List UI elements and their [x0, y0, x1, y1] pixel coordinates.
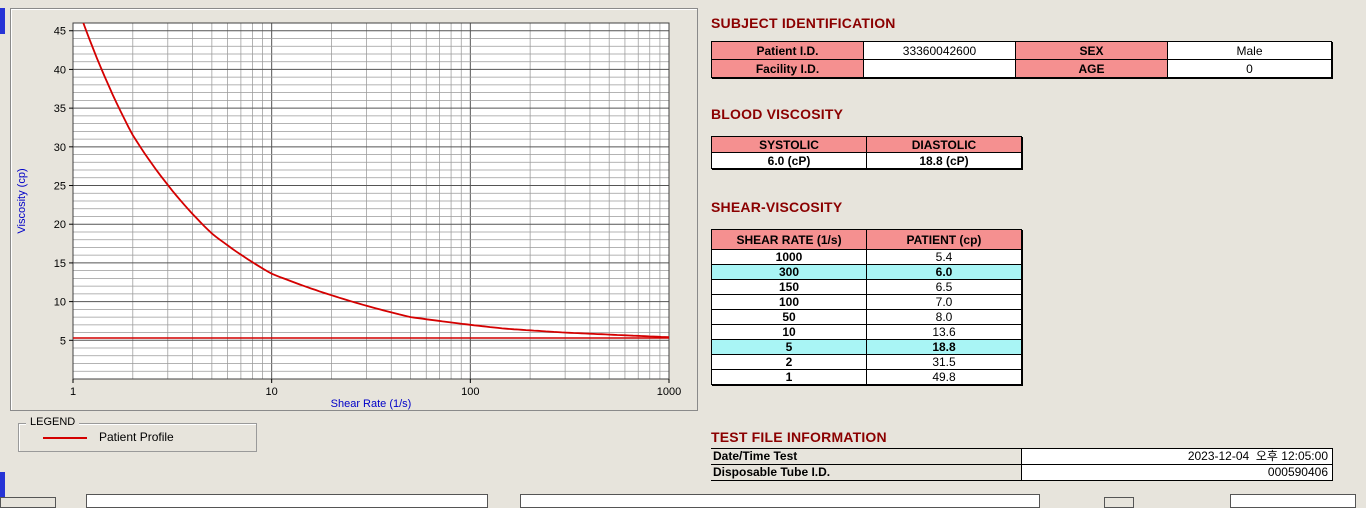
- age-label: AGE: [1015, 59, 1168, 78]
- svg-text:1000: 1000: [657, 386, 681, 398]
- table-row: 300 6.0: [711, 264, 1022, 280]
- viscosity-cell: 18.8: [866, 339, 1022, 355]
- viscosity-cell: 5.4: [866, 249, 1022, 265]
- viscosity-cell: 6.0: [866, 264, 1022, 280]
- window-edge-accent: [0, 8, 5, 34]
- shear-rate-header: SHEAR RATE (1/s): [711, 229, 867, 250]
- table-row: 1 49.8: [711, 369, 1022, 385]
- patient-cp-header: PATIENT (cp): [866, 229, 1022, 250]
- patient-id-label: Patient I.D.: [711, 41, 864, 60]
- viscosity-chart: 5 10 15 20 25 30 35 40 45 1 10 100 1000 Shear Rate (1…: [16, 22, 681, 410]
- patient-id-value: 33360042600: [863, 41, 1016, 60]
- disposable-tube-id-label: Disposable Tube I.D.: [711, 464, 1021, 481]
- bottom-cropped-panel: [520, 494, 1040, 508]
- shear-rate-cell: 50: [711, 309, 867, 325]
- shear-rate-cell: 5: [711, 339, 867, 355]
- svg-text:25: 25: [54, 181, 66, 193]
- subject-identification-title: SUBJECT IDENTIFICATION: [711, 15, 896, 31]
- bottom-cropped-panel: [86, 494, 488, 508]
- svg-text:30: 30: [54, 142, 66, 154]
- viscosity-chart-panel: 5 10 15 20 25 30 35 40 45 1 10 100 1000 Shear Rate (1…: [10, 8, 698, 411]
- svg-text:5: 5: [60, 335, 66, 347]
- disposable-tube-id-value: 000590406: [1020, 464, 1333, 481]
- shear-rate-cell: 10: [711, 324, 867, 340]
- bottom-cropped-panel: [1230, 494, 1356, 508]
- table-row: 5 18.8: [711, 339, 1022, 355]
- sex-label: SEX: [1015, 41, 1168, 60]
- blood-viscosity-title: BLOOD VISCOSITY: [711, 106, 844, 122]
- viscosity-cell: 49.8: [866, 369, 1022, 385]
- table-row: Disposable Tube I.D. 000590406: [711, 464, 1333, 481]
- systolic-value: 6.0 (cP): [711, 152, 867, 169]
- shear-rate-cell: 300: [711, 264, 867, 280]
- table-row: 6.0 (cP) 18.8 (cP): [711, 152, 1022, 169]
- date-time-test-label: Date/Time Test: [711, 448, 1021, 465]
- viscosity-cell: 6.5: [866, 279, 1022, 295]
- table-row: 150 6.5: [711, 279, 1022, 295]
- sex-value: Male: [1167, 41, 1332, 60]
- legend-series-label: Patient Profile: [99, 430, 174, 444]
- diastolic-value: 18.8 (cP): [866, 152, 1022, 169]
- diastolic-header: DIASTOLIC: [866, 136, 1022, 153]
- svg-text:45: 45: [54, 26, 66, 38]
- bottom-cropped-button[interactable]: [1104, 497, 1134, 508]
- subject-identification-table: Patient I.D. 33360042600 SEX Male Facili…: [711, 41, 1332, 78]
- table-row: SHEAR RATE (1/s) PATIENT (cp): [711, 229, 1022, 250]
- shear-viscosity-title: SHEAR-VISCOSITY: [711, 199, 843, 215]
- svg-text:100: 100: [461, 386, 479, 398]
- svg-text:15: 15: [54, 258, 66, 270]
- shear-rate-cell: 150: [711, 279, 867, 295]
- shear-rate-cell: 1: [711, 369, 867, 385]
- legend-groupbox: LEGEND Patient Profile: [18, 416, 257, 452]
- viscosity-cell: 7.0: [866, 294, 1022, 310]
- svg-text:1: 1: [70, 386, 76, 398]
- viscosity-cell: 13.6: [866, 324, 1022, 340]
- table-row: Facility I.D. AGE 0: [711, 59, 1332, 78]
- svg-text:10: 10: [54, 297, 66, 309]
- table-row: Patient I.D. 33360042600 SEX Male: [711, 41, 1332, 60]
- table-row: Date/Time Test 2023-12-04 오후 12:05:00: [711, 448, 1333, 465]
- viscosity-cell: 8.0: [866, 309, 1022, 325]
- patient-profile-line-swatch: [43, 437, 87, 439]
- viscosity-cell: 31.5: [866, 354, 1022, 370]
- facility-id-value: [863, 59, 1016, 78]
- shear-rate-cell: 1000: [711, 249, 867, 265]
- legend-caption: LEGEND: [26, 416, 80, 428]
- table-row: 50 8.0: [711, 309, 1022, 325]
- svg-text:35: 35: [54, 103, 66, 115]
- table-row: 100 7.0: [711, 294, 1022, 310]
- test-file-information-table: Date/Time Test 2023-12-04 오후 12:05:00 Di…: [711, 448, 1333, 481]
- table-row: 1000 5.4: [711, 249, 1022, 265]
- svg-text:20: 20: [54, 219, 66, 231]
- shear-rate-cell: 100: [711, 294, 867, 310]
- window-edge-accent: [0, 472, 5, 508]
- shear-viscosity-table: SHEAR RATE (1/s) PATIENT (cp) 1000 5.4 30…: [711, 229, 1022, 385]
- svg-text:10: 10: [266, 386, 278, 398]
- bottom-cropped-button[interactable]: [0, 497, 56, 508]
- table-row: SYSTOLIC DIASTOLIC: [711, 136, 1022, 153]
- systolic-header: SYSTOLIC: [711, 136, 867, 153]
- shear-rate-cell: 2: [711, 354, 867, 370]
- svg-text:40: 40: [54, 64, 66, 76]
- test-file-information-title: TEST FILE INFORMATION: [711, 429, 887, 445]
- y-axis-label: Viscosity (cp): [16, 168, 28, 233]
- blood-viscosity-table: SYSTOLIC DIASTOLIC 6.0 (cP) 18.8 (cP): [711, 136, 1022, 169]
- table-row: 2 31.5: [711, 354, 1022, 370]
- age-value: 0: [1167, 59, 1332, 78]
- x-axis-label: Shear Rate (1/s): [331, 398, 412, 410]
- date-time-test-value: 2023-12-04 오후 12:05:00: [1020, 448, 1333, 465]
- facility-id-label: Facility I.D.: [711, 59, 864, 78]
- table-row: 10 13.6: [711, 324, 1022, 340]
